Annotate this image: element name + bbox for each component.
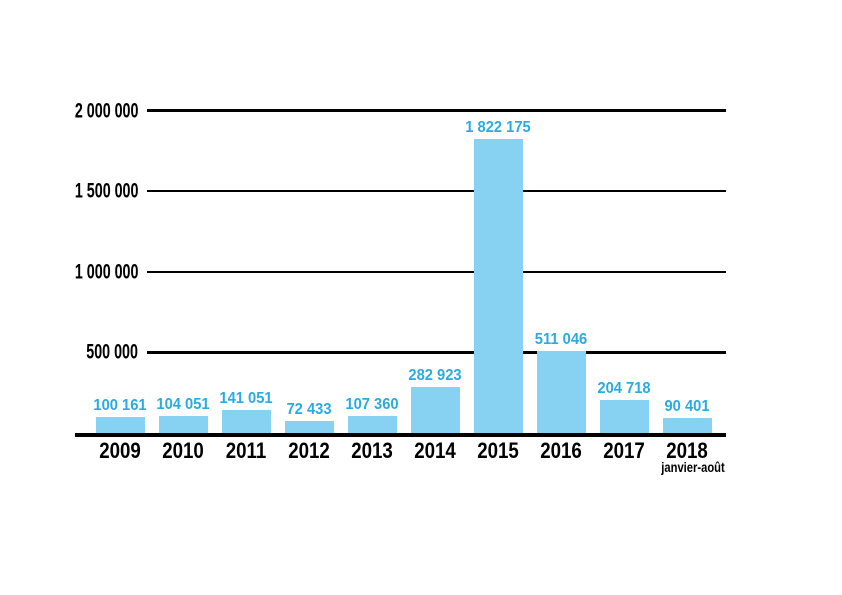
x-axis-label-2013: 2013 xyxy=(351,438,393,463)
x-axis-label-2015: 2015 xyxy=(477,438,519,463)
bar-value-label-2010: 104 051 xyxy=(156,396,210,414)
bar-2009 xyxy=(95,416,145,433)
bar-value-label-2013: 107 360 xyxy=(345,395,399,413)
bar-2018 xyxy=(662,418,712,433)
gridline-1000000 xyxy=(147,270,726,273)
bar-2017 xyxy=(599,399,649,433)
gridline-500000 xyxy=(147,351,726,354)
bar-2011 xyxy=(221,410,271,433)
bar-2013 xyxy=(347,415,397,433)
x-axis-line xyxy=(75,433,726,437)
bar-value-label-2016: 511 046 xyxy=(534,330,588,348)
bar-value-label-2018: 90 401 xyxy=(664,398,710,416)
bar-2012 xyxy=(284,421,334,433)
x-axis-label-2017: 2017 xyxy=(603,438,645,463)
x-axis-sub-label-2018: janvier-août xyxy=(661,459,725,475)
gridline-2000000 xyxy=(147,109,726,112)
bar-2010 xyxy=(158,416,208,433)
bar-2016 xyxy=(536,350,586,433)
y-axis-tick-label: 500 000 xyxy=(86,340,138,364)
x-axis-label-2016: 2016 xyxy=(540,438,582,463)
bar-value-label-2009: 100 161 xyxy=(93,396,147,414)
bar-value-label-2012: 72 433 xyxy=(286,401,332,419)
x-axis-label-2018: 2018 xyxy=(666,438,708,463)
x-axis-label-2011: 2011 xyxy=(225,438,267,463)
y-axis-tick-label: 1 500 000 xyxy=(74,179,138,203)
bar-2014 xyxy=(410,387,460,433)
bar-2015 xyxy=(473,139,523,433)
bar-value-label-2014: 282 923 xyxy=(408,367,462,385)
x-axis-label-2009: 2009 xyxy=(99,438,141,463)
y-axis-tick-label: 1 000 000 xyxy=(74,260,138,284)
x-axis-label-2012: 2012 xyxy=(288,438,330,463)
x-axis-label-2014: 2014 xyxy=(414,438,456,463)
y-axis-tick-label: 2 000 000 xyxy=(74,99,138,122)
bar-value-label-2011: 141 051 xyxy=(219,390,273,408)
bar-value-label-2015: 1 822 175 xyxy=(465,119,531,137)
bar-value-label-2017: 204 718 xyxy=(597,380,651,397)
x-axis-label-2010: 2010 xyxy=(162,438,204,463)
gridline-1500000 xyxy=(147,189,726,193)
